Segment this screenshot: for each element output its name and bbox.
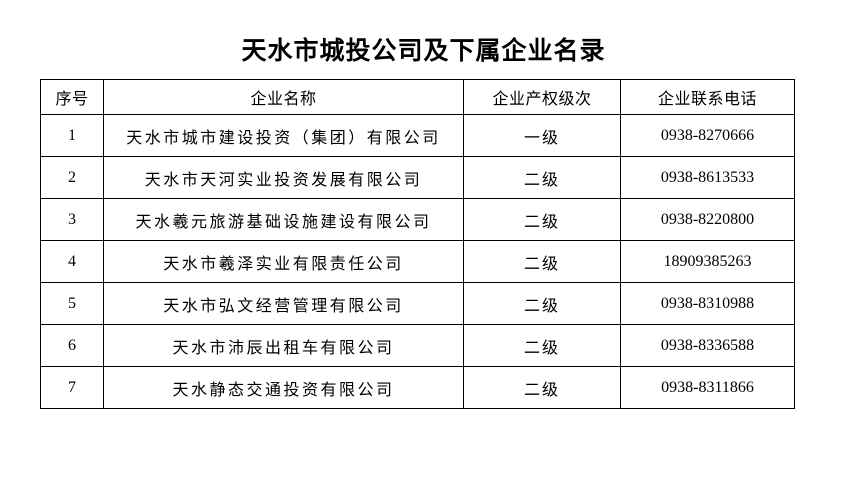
header-seq: 序号 (40, 79, 104, 115)
phone-cell: 0938-8310988 (620, 282, 795, 325)
phone-cell: 0938-8311866 (620, 366, 795, 409)
phone-cell: 0938-8220800 (620, 198, 795, 241)
table-row: 7 天水静态交通投资有限公司 二级 0938-8311866 (40, 366, 795, 409)
table-row: 6 天水市沛辰出租车有限公司 二级 0938-8336588 (40, 324, 795, 367)
table-row: 2 天水市天河实业投资发展有限公司 二级 0938-8613533 (40, 156, 795, 199)
table-row: 3 天水羲元旅游基础设施建设有限公司 二级 0938-8220800 (40, 198, 795, 241)
level-cell: 二级 (463, 240, 621, 283)
table-row: 4 天水市羲泽实业有限责任公司 二级 18909385263 (40, 240, 795, 283)
company-name-cell: 天水市羲泽实业有限责任公司 (103, 240, 464, 283)
enterprise-directory-table: 序号 企业名称 企业产权级次 企业联系电话 1 天水市城市建设投资（集团）有限公… (40, 79, 795, 409)
phone-cell: 0938-8270666 (620, 114, 795, 157)
company-name-cell: 天水市城市建设投资（集团）有限公司 (103, 114, 464, 157)
phone-cell: 0938-8613533 (620, 156, 795, 199)
level-cell: 一级 (463, 114, 621, 157)
level-cell: 二级 (463, 282, 621, 325)
table-row: 1 天水市城市建设投资（集团）有限公司 一级 0938-8270666 (40, 114, 795, 157)
seq-cell: 5 (40, 282, 104, 325)
level-cell: 二级 (463, 198, 621, 241)
seq-cell: 4 (40, 240, 104, 283)
phone-cell: 0938-8336588 (620, 324, 795, 367)
header-contact-phone: 企业联系电话 (620, 79, 795, 115)
seq-cell: 2 (40, 156, 104, 199)
seq-cell: 3 (40, 198, 104, 241)
page-title: 天水市城投公司及下属企业名录 (241, 38, 606, 65)
company-name-cell: 天水市沛辰出租车有限公司 (103, 324, 464, 367)
table-header-row: 序号 企业名称 企业产权级次 企业联系电话 (40, 79, 795, 115)
level-cell: 二级 (463, 156, 621, 199)
header-ownership-level: 企业产权级次 (463, 79, 621, 115)
level-cell: 二级 (463, 324, 621, 367)
seq-cell: 6 (40, 324, 104, 367)
company-name-cell: 天水市弘文经营管理有限公司 (103, 282, 464, 325)
header-company-name: 企业名称 (103, 79, 464, 115)
seq-cell: 7 (40, 366, 104, 409)
company-name-cell: 天水羲元旅游基础设施建设有限公司 (103, 198, 464, 241)
level-cell: 二级 (463, 366, 621, 409)
company-name-cell: 天水市天河实业投资发展有限公司 (103, 156, 464, 199)
seq-cell: 1 (40, 114, 104, 157)
phone-cell: 18909385263 (620, 240, 795, 283)
table-row: 5 天水市弘文经营管理有限公司 二级 0938-8310988 (40, 282, 795, 325)
company-name-cell: 天水静态交通投资有限公司 (103, 366, 464, 409)
